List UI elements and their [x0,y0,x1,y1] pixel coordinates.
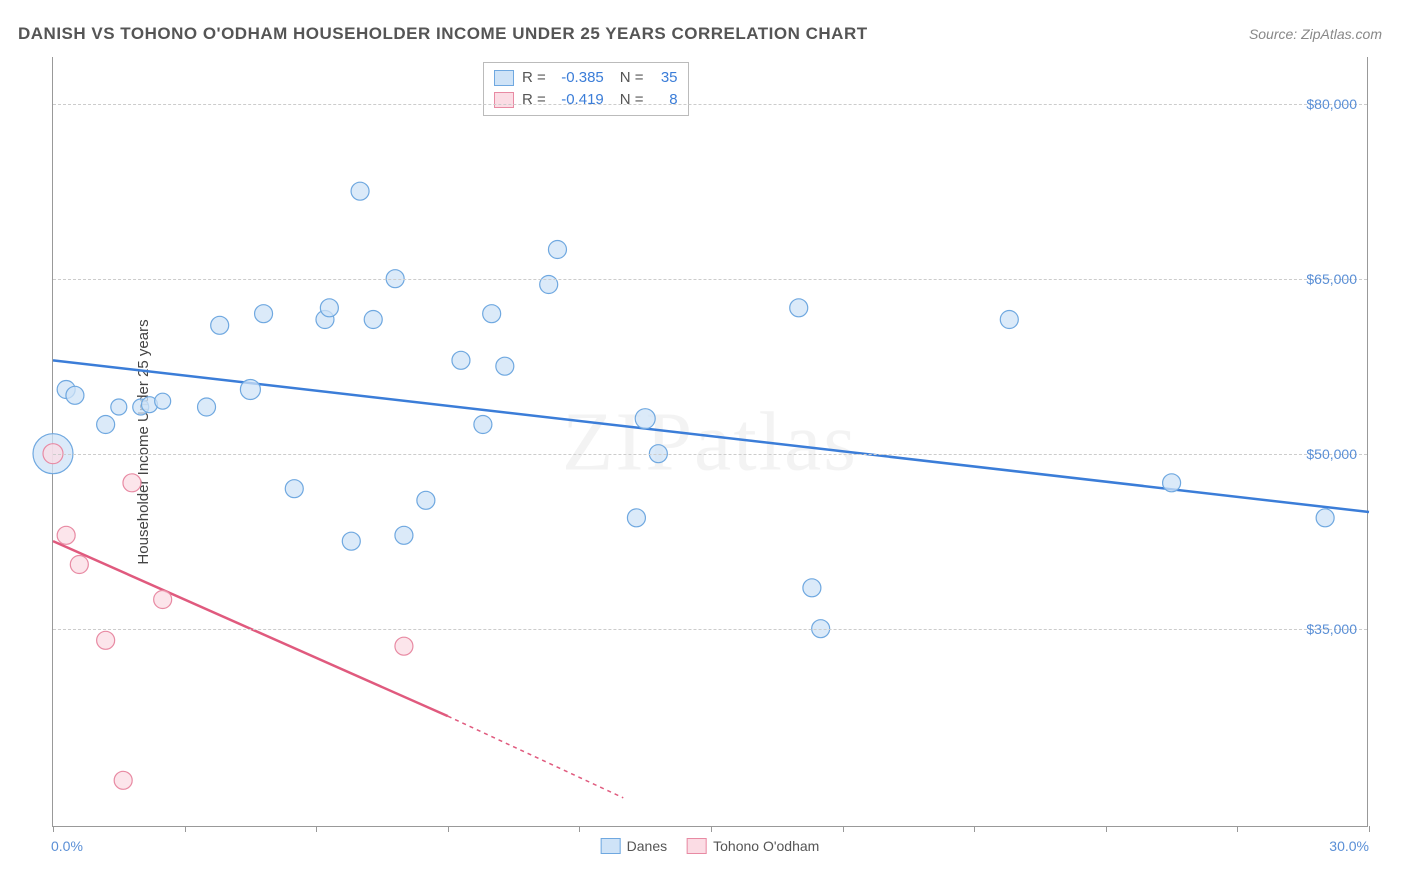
data-point[interactable] [635,409,655,429]
chart-title: DANISH VS TOHONO O'ODHAM HOUSEHOLDER INC… [18,24,868,44]
data-point[interactable] [803,579,821,597]
data-point[interactable] [255,305,273,323]
x-tick-mark [53,826,54,832]
legend-swatch [687,838,707,854]
data-point[interactable] [70,556,88,574]
gridline-h [53,454,1367,455]
x-tick-mark [974,826,975,832]
legend-stats-row: R = -0.385 N = 35 [494,67,678,89]
data-point[interactable] [474,416,492,434]
legend-swatch [494,92,514,108]
data-point[interactable] [97,631,115,649]
data-point[interactable] [66,386,84,404]
data-point[interactable] [1000,311,1018,329]
legend-bottom: Danes Tohono O'odham [601,838,820,854]
x-axis-min-label: 0.0% [51,838,83,854]
legend-bottom-item: Danes [601,838,667,854]
x-tick-mark [711,826,712,832]
data-point[interactable] [123,474,141,492]
y-tick-label: $80,000 [1306,96,1357,112]
data-point[interactable] [154,591,172,609]
data-point[interactable] [395,637,413,655]
x-tick-mark [316,826,317,832]
chart-container: DANISH VS TOHONO O'ODHAM HOUSEHOLDER INC… [0,0,1406,892]
chart-svg [53,57,1367,826]
x-tick-mark [1369,826,1370,832]
data-point[interactable] [1163,474,1181,492]
x-axis-max-label: 30.0% [1329,838,1369,854]
y-tick-label: $50,000 [1306,446,1357,462]
data-point[interactable] [417,491,435,509]
plot-area: ZIPatlas Householder Income Under 25 yea… [52,57,1368,827]
x-tick-mark [1106,826,1107,832]
data-point[interactable] [111,399,127,415]
data-point[interactable] [211,316,229,334]
legend-stats-box: R = -0.385 N = 35 R = -0.419 N = 8 [483,62,689,116]
data-point[interactable] [285,480,303,498]
legend-r-value: -0.385 [554,67,604,89]
data-point[interactable] [395,526,413,544]
legend-r-label: R = [522,89,546,111]
source-attribution: Source: ZipAtlas.com [1249,26,1382,42]
data-point[interactable] [198,398,216,416]
data-point[interactable] [483,305,501,323]
gridline-h [53,104,1367,105]
data-point[interactable] [240,380,260,400]
y-tick-label: $35,000 [1306,621,1357,637]
data-point[interactable] [790,299,808,317]
x-tick-mark [1237,826,1238,832]
regression-line-dashed [448,716,623,798]
gridline-h [53,279,1367,280]
data-point[interactable] [548,241,566,259]
legend-bottom-item: Tohono O'odham [687,838,819,854]
data-point[interactable] [452,351,470,369]
legend-r-value: -0.419 [554,89,604,111]
legend-series-label: Tohono O'odham [713,838,819,854]
data-point[interactable] [1316,509,1334,527]
x-tick-mark [843,826,844,832]
legend-n-label: N = [620,89,644,111]
data-point[interactable] [320,299,338,317]
x-tick-mark [579,826,580,832]
data-point[interactable] [342,532,360,550]
legend-swatch [494,70,514,86]
legend-n-label: N = [620,67,644,89]
data-point[interactable] [57,526,75,544]
data-point[interactable] [114,771,132,789]
x-tick-mark [185,826,186,832]
y-tick-label: $65,000 [1306,271,1357,287]
data-point[interactable] [351,182,369,200]
data-point[interactable] [496,357,514,375]
data-point[interactable] [97,416,115,434]
gridline-h [53,629,1367,630]
data-point[interactable] [627,509,645,527]
x-tick-mark [448,826,449,832]
data-point[interactable] [364,311,382,329]
legend-swatch [601,838,621,854]
legend-r-label: R = [522,67,546,89]
legend-n-value: 35 [652,67,678,89]
legend-n-value: 8 [652,89,678,111]
legend-series-label: Danes [627,838,667,854]
data-point[interactable] [155,393,171,409]
legend-stats-row: R = -0.419 N = 8 [494,89,678,111]
